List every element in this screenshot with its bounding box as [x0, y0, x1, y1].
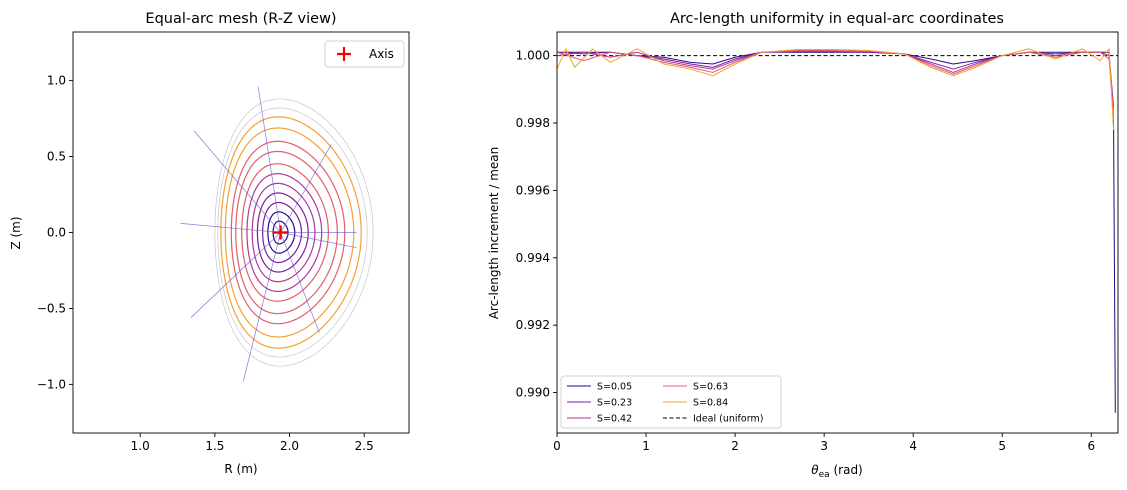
y-tick-label: 0.990 — [516, 386, 550, 400]
uniformity-x-label: θea (rad) — [811, 463, 863, 480]
flux-surface — [217, 107, 368, 358]
y-tick-label: −0.5 — [37, 301, 66, 315]
x-tick-label: 1.5 — [205, 439, 224, 453]
x-tick-label: 1 — [642, 439, 650, 453]
x-tick-label: 5 — [998, 439, 1006, 453]
series-line — [556, 51, 1115, 107]
x-tick-label: 2 — [731, 439, 739, 453]
uniformity-y-ticks: 1.000 0.998 0.996 0.994 0.992 0.990 — [516, 49, 557, 400]
theta-ray — [242, 232, 281, 382]
mesh-x-label: R (m) — [224, 462, 257, 476]
mesh-chart-title: Equal-arc mesh (R-Z view) — [145, 11, 336, 27]
legend-axis-marker — [337, 47, 351, 61]
flux-surface — [214, 98, 374, 367]
y-tick-label: 0.994 — [516, 251, 550, 265]
y-tick-label: 1.0 — [47, 74, 66, 88]
y-tick-label: 0.998 — [516, 116, 550, 130]
legend-label: S=0.05 — [597, 382, 632, 393]
x-tick-label: 0 — [553, 439, 561, 453]
flux-surface — [241, 163, 329, 302]
theta-ray — [193, 130, 281, 233]
series-line — [557, 51, 1116, 413]
flux-surface — [256, 192, 309, 273]
mesh-legend: Axis — [324, 40, 405, 68]
y-tick-label: 0.5 — [47, 150, 66, 164]
x-tick-label: 2.0 — [280, 439, 299, 453]
legend-entry: Ideal (uniform) — [663, 414, 763, 425]
flux-surface — [224, 127, 355, 338]
mesh-plot-area — [180, 86, 374, 382]
legend-entry: S=0.84 — [663, 398, 728, 409]
uniformity-x-ticks: 0 1 2 3 4 5 6 — [553, 433, 1095, 453]
axis-marker — [273, 225, 288, 240]
legend-entry: S=0.05 — [567, 382, 632, 393]
theta-ray — [280, 232, 357, 249]
uniformity-plot-area — [556, 48, 1118, 413]
legend-label: S=0.63 — [693, 382, 728, 393]
legend-label: Ideal (uniform) — [693, 414, 763, 425]
flux-surface — [230, 140, 346, 325]
y-tick-label: 1.000 — [516, 49, 550, 63]
theta-ray — [180, 223, 281, 233]
mesh-y-label: Z (m) — [9, 216, 23, 249]
flux-surface — [267, 211, 296, 254]
legend-axis-label: Axis — [369, 47, 394, 61]
flux-surface — [262, 201, 303, 264]
legend-label: S=0.84 — [693, 398, 728, 409]
y-tick-label: 0.992 — [516, 318, 550, 332]
y-tick-label: −1.0 — [37, 377, 66, 391]
x-tick-label: 3 — [820, 439, 828, 453]
legend-entry: S=0.42 — [567, 414, 632, 425]
uniformity-legend-entries: S=0.05 S=0.23 S=0.42 S=0.63 S=0.84 Ideal (uni… — [567, 382, 763, 425]
flux-surface — [220, 116, 362, 349]
flux-surface — [272, 220, 289, 245]
uniformity-y-label: Arc-length increment / mean — [487, 147, 501, 320]
legend-label: S=0.23 — [597, 398, 632, 409]
mesh-axes-frame — [72, 31, 410, 434]
flux-surface — [246, 173, 323, 292]
series-line — [556, 50, 1115, 117]
theta-ray — [190, 232, 281, 318]
uniformity-chart-title: Arc-length uniformity in equal-arc coord… — [670, 11, 1004, 27]
series-line — [556, 50, 1115, 110]
uniformity-chart: Arc-length uniformity in equal-arc coord… — [487, 11, 1119, 480]
legend-label: S=0.42 — [597, 414, 632, 425]
y-tick-label: 0.0 — [47, 226, 66, 240]
theta-ray — [280, 232, 320, 333]
uniformity-axes-frame — [556, 31, 1119, 434]
uniformity-legend: S=0.05 S=0.23 S=0.42 S=0.63 S=0.84 Ideal (uni… — [560, 375, 782, 429]
mesh-chart: Equal-arc mesh (R-Z view) 1.0 1.5 2.0 2.5 1… — [9, 11, 410, 476]
x-tick-label: 1.0 — [131, 439, 150, 453]
x-tick-label: 4 — [909, 439, 917, 453]
theta-ray — [280, 144, 332, 233]
x-tick-label: 6 — [1087, 439, 1095, 453]
series-line — [556, 48, 1115, 130]
flux-surface — [251, 182, 316, 283]
theta-ray — [257, 86, 281, 233]
mesh-y-ticks: 1.0 0.5 0.0 −0.5 −1.0 — [37, 74, 73, 391]
x-tick-label: 2.5 — [355, 439, 374, 453]
legend-entry: S=0.23 — [567, 398, 632, 409]
mesh-x-ticks: 1.0 1.5 2.0 2.5 — [131, 433, 374, 453]
y-tick-label: 0.996 — [516, 183, 550, 197]
flux-surface — [235, 150, 338, 315]
legend-entry: S=0.63 — [663, 382, 728, 393]
